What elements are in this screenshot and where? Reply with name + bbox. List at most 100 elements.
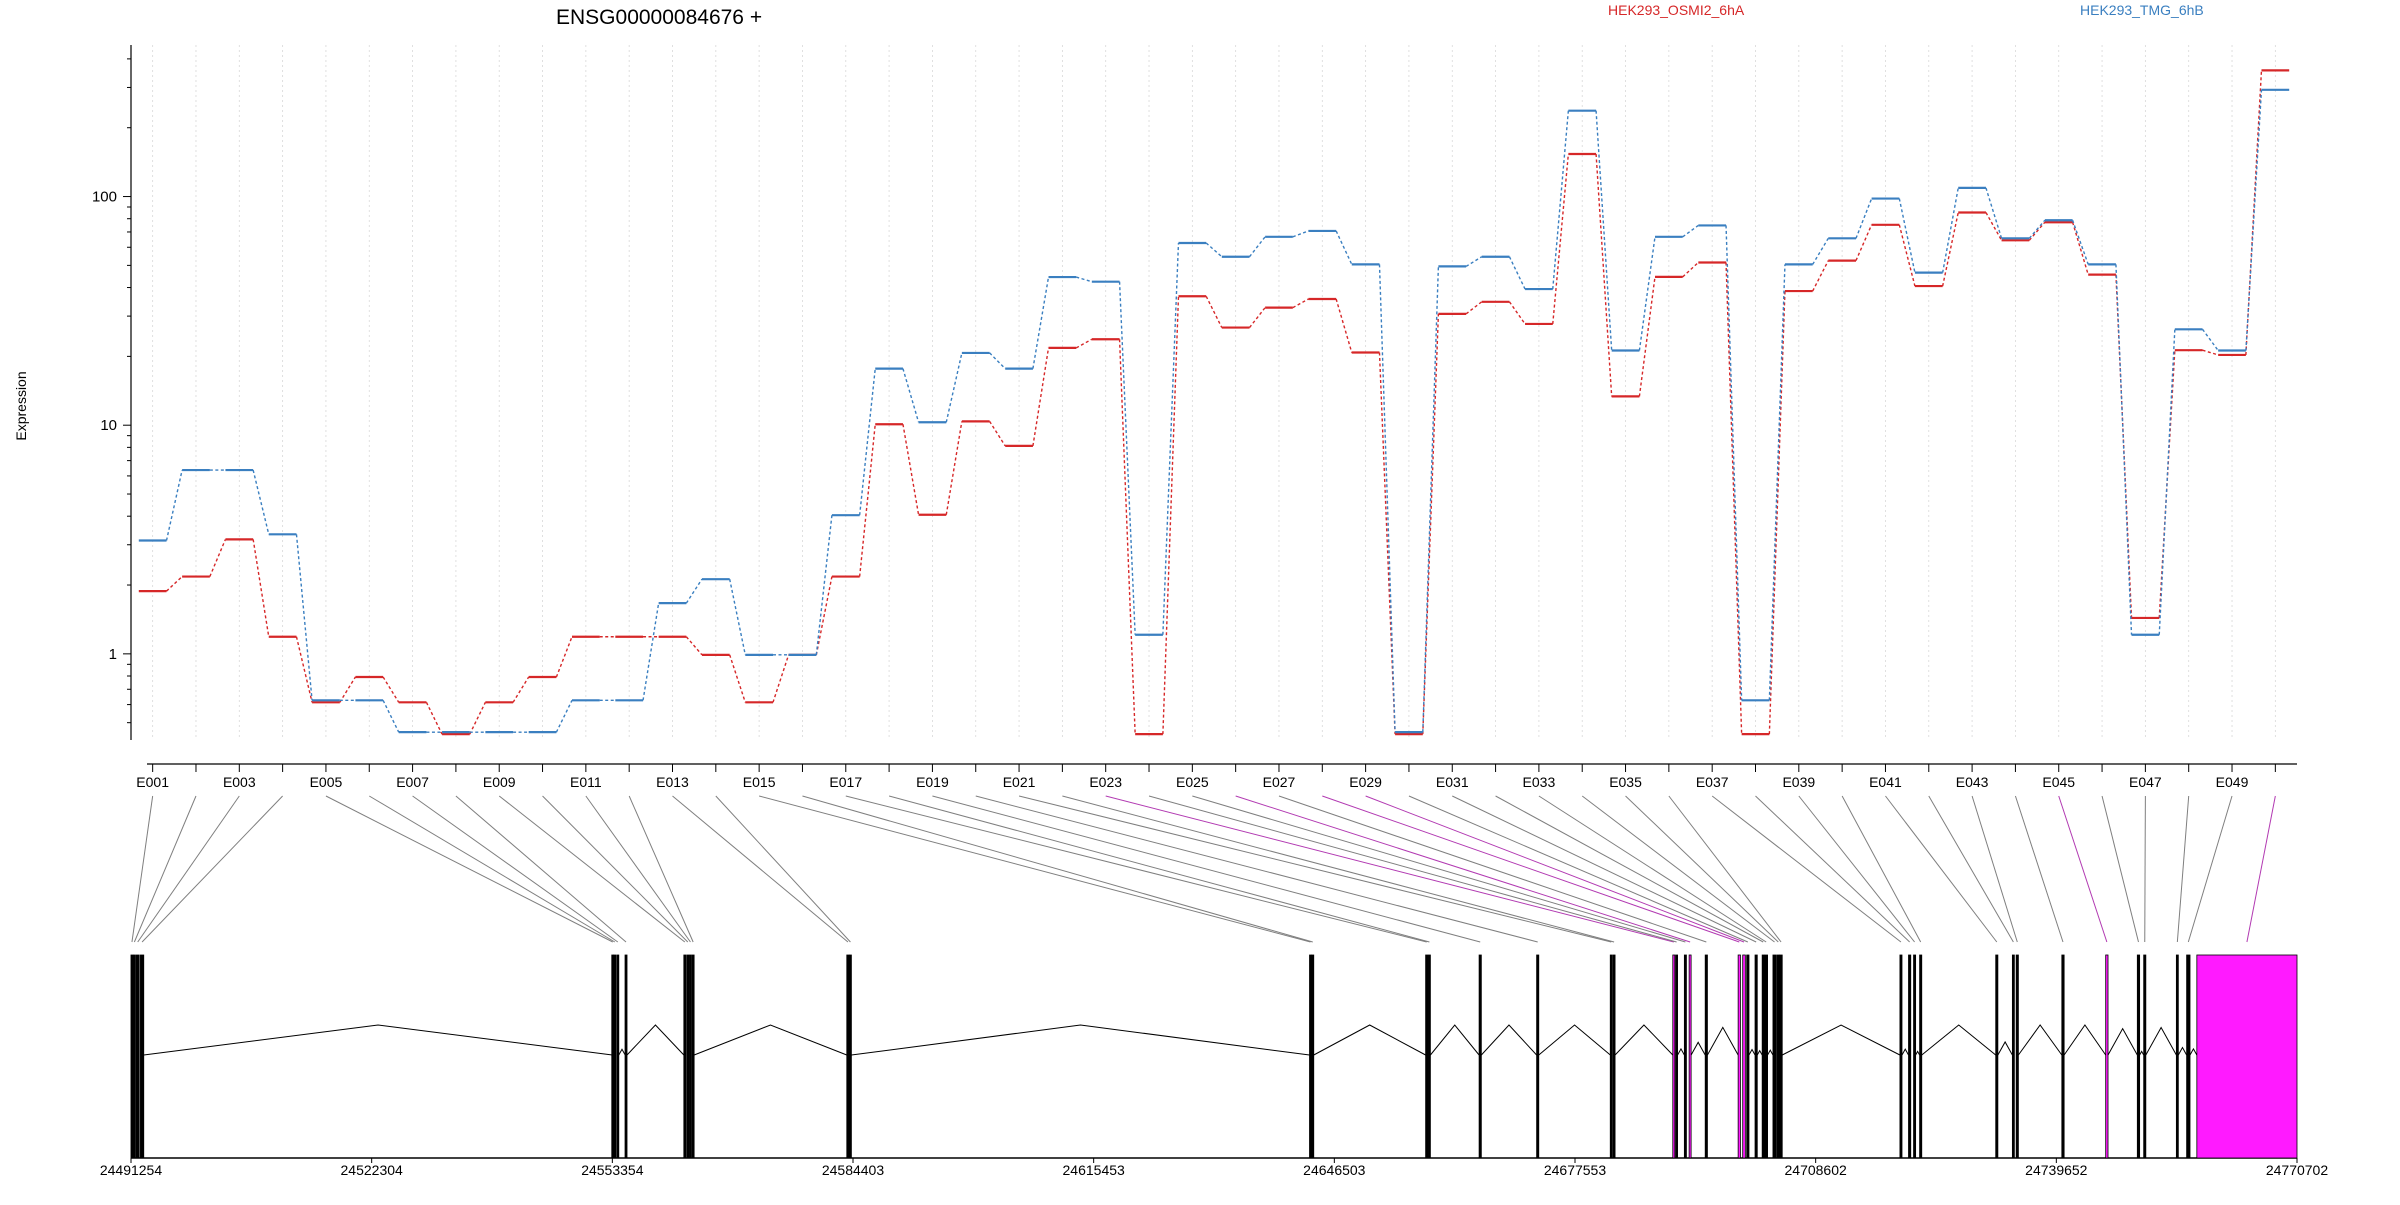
series-connector	[555, 636, 573, 678]
series-connector	[989, 352, 1006, 370]
exon-box	[683, 954, 687, 1159]
exon-connector	[2187, 795, 2233, 943]
series-connector	[425, 702, 443, 735]
series-connector	[1205, 242, 1223, 258]
exon-box	[1779, 954, 1783, 1159]
y-tick-label: 100	[92, 189, 117, 206]
exon-box	[1609, 954, 1613, 1159]
exon-box	[1478, 954, 1482, 1159]
series-connector	[1985, 212, 2003, 241]
series-connector	[1898, 224, 1916, 287]
intron-line	[143, 1024, 613, 1056]
series-connector	[945, 421, 963, 515]
series-connector	[252, 539, 270, 637]
series-connector	[858, 424, 876, 577]
exon-box	[1612, 954, 1616, 1159]
series-b	[138, 88, 2290, 734]
exon-box	[689, 954, 692, 1159]
exon-box	[1425, 954, 1429, 1159]
genomic-tick-label: 24491254	[100, 1162, 163, 1178]
exon-connector	[1495, 795, 1764, 943]
exon-box	[2105, 954, 2109, 1159]
series-connector	[1682, 261, 1699, 278]
series-connector	[2245, 70, 2263, 355]
intron-line	[1313, 1024, 1426, 1056]
exon-connector	[2014, 795, 2064, 943]
intron-line	[851, 1024, 1310, 1056]
intron-line	[1430, 1024, 1480, 1056]
grid-layer	[152, 45, 2276, 740]
intron-line	[2177, 1046, 2188, 1056]
series-connector	[339, 676, 356, 703]
exon-tick-label: E021	[1003, 774, 1036, 790]
series-connector	[1812, 260, 1829, 292]
series-connector	[166, 576, 183, 592]
exon-tick-label: E011	[570, 774, 602, 790]
intron-line	[1614, 1024, 1674, 1056]
exon-connector	[137, 795, 240, 943]
series-connector	[728, 579, 746, 656]
exon-connector	[1625, 795, 1779, 943]
exon-tick-label: E037	[1696, 774, 1729, 790]
exon-connector	[1928, 795, 2014, 943]
exon-tick-label: E041	[1869, 774, 1902, 790]
genomic-tick-label: 24770702	[2266, 1162, 2329, 1178]
exon-box	[140, 954, 145, 1159]
series-connector	[1335, 298, 1353, 353]
exon-box	[1772, 954, 1777, 1159]
series-connector	[1032, 347, 1050, 447]
exon-box	[1742, 954, 1746, 1159]
series-connector	[1205, 295, 1223, 328]
exon-connector	[1235, 795, 1691, 943]
exon-box	[1913, 954, 1917, 1159]
series-connector	[1075, 338, 1093, 349]
exon-connector	[1192, 795, 1686, 943]
series-connector	[209, 539, 227, 577]
series-connector	[295, 534, 313, 701]
exon-connector	[1278, 795, 1707, 943]
intron-line	[1997, 1040, 2013, 1056]
series-connector	[382, 676, 400, 703]
axes-layer: 1 10 100 E001 E003 E005 E007 E009 E011 E013 E015 E0…	[92, 45, 2328, 1178]
exon-box	[691, 954, 695, 1159]
series-layer	[138, 69, 2290, 736]
exon-connector	[498, 795, 686, 943]
series-connector	[1768, 264, 1786, 701]
exon-tick-label: E035	[1609, 774, 1642, 790]
exon-box	[2015, 954, 2019, 1159]
exon-box	[1919, 954, 1923, 1159]
exon-connector	[585, 795, 691, 943]
text-layer: ENSG00000084676 + HEK293_OSMI2_6hA HEK29…	[13, 2, 2204, 441]
series-connector	[1465, 301, 1483, 315]
series-connector	[1552, 153, 1570, 325]
intron-line	[1901, 1048, 1909, 1056]
exon-connector	[1322, 795, 1740, 943]
intron-line	[1538, 1024, 1611, 1056]
series-connector	[1032, 276, 1050, 369]
series-connector	[642, 603, 660, 701]
series-connector	[555, 700, 573, 733]
series-connector	[815, 576, 833, 655]
series-connector	[469, 702, 486, 735]
exon-tick-label: E045	[2042, 774, 2075, 790]
exon-connector	[1452, 795, 1757, 943]
exon-box	[1764, 954, 1768, 1159]
exon-box	[1311, 954, 1315, 1159]
series-connector	[1812, 237, 1829, 265]
exon-box	[1536, 954, 1540, 1159]
exon-box	[1683, 954, 1687, 1159]
intron-line	[693, 1024, 847, 1056]
exon-box	[1761, 954, 1765, 1159]
exon-tick-label: E031	[1436, 774, 1469, 790]
series-connector	[1855, 198, 1873, 239]
series-connector	[1682, 224, 1699, 238]
series-connector	[815, 515, 833, 655]
series-connector	[1465, 256, 1483, 267]
exon-tick-label: E013	[656, 774, 689, 790]
y-axis-label: Expression	[13, 371, 29, 440]
exon-box	[1675, 954, 1678, 1159]
exon-tick-label: E009	[483, 774, 516, 790]
exon-connector	[141, 795, 283, 943]
exon-box	[2143, 954, 2147, 1159]
exon-connector	[2246, 795, 2276, 943]
